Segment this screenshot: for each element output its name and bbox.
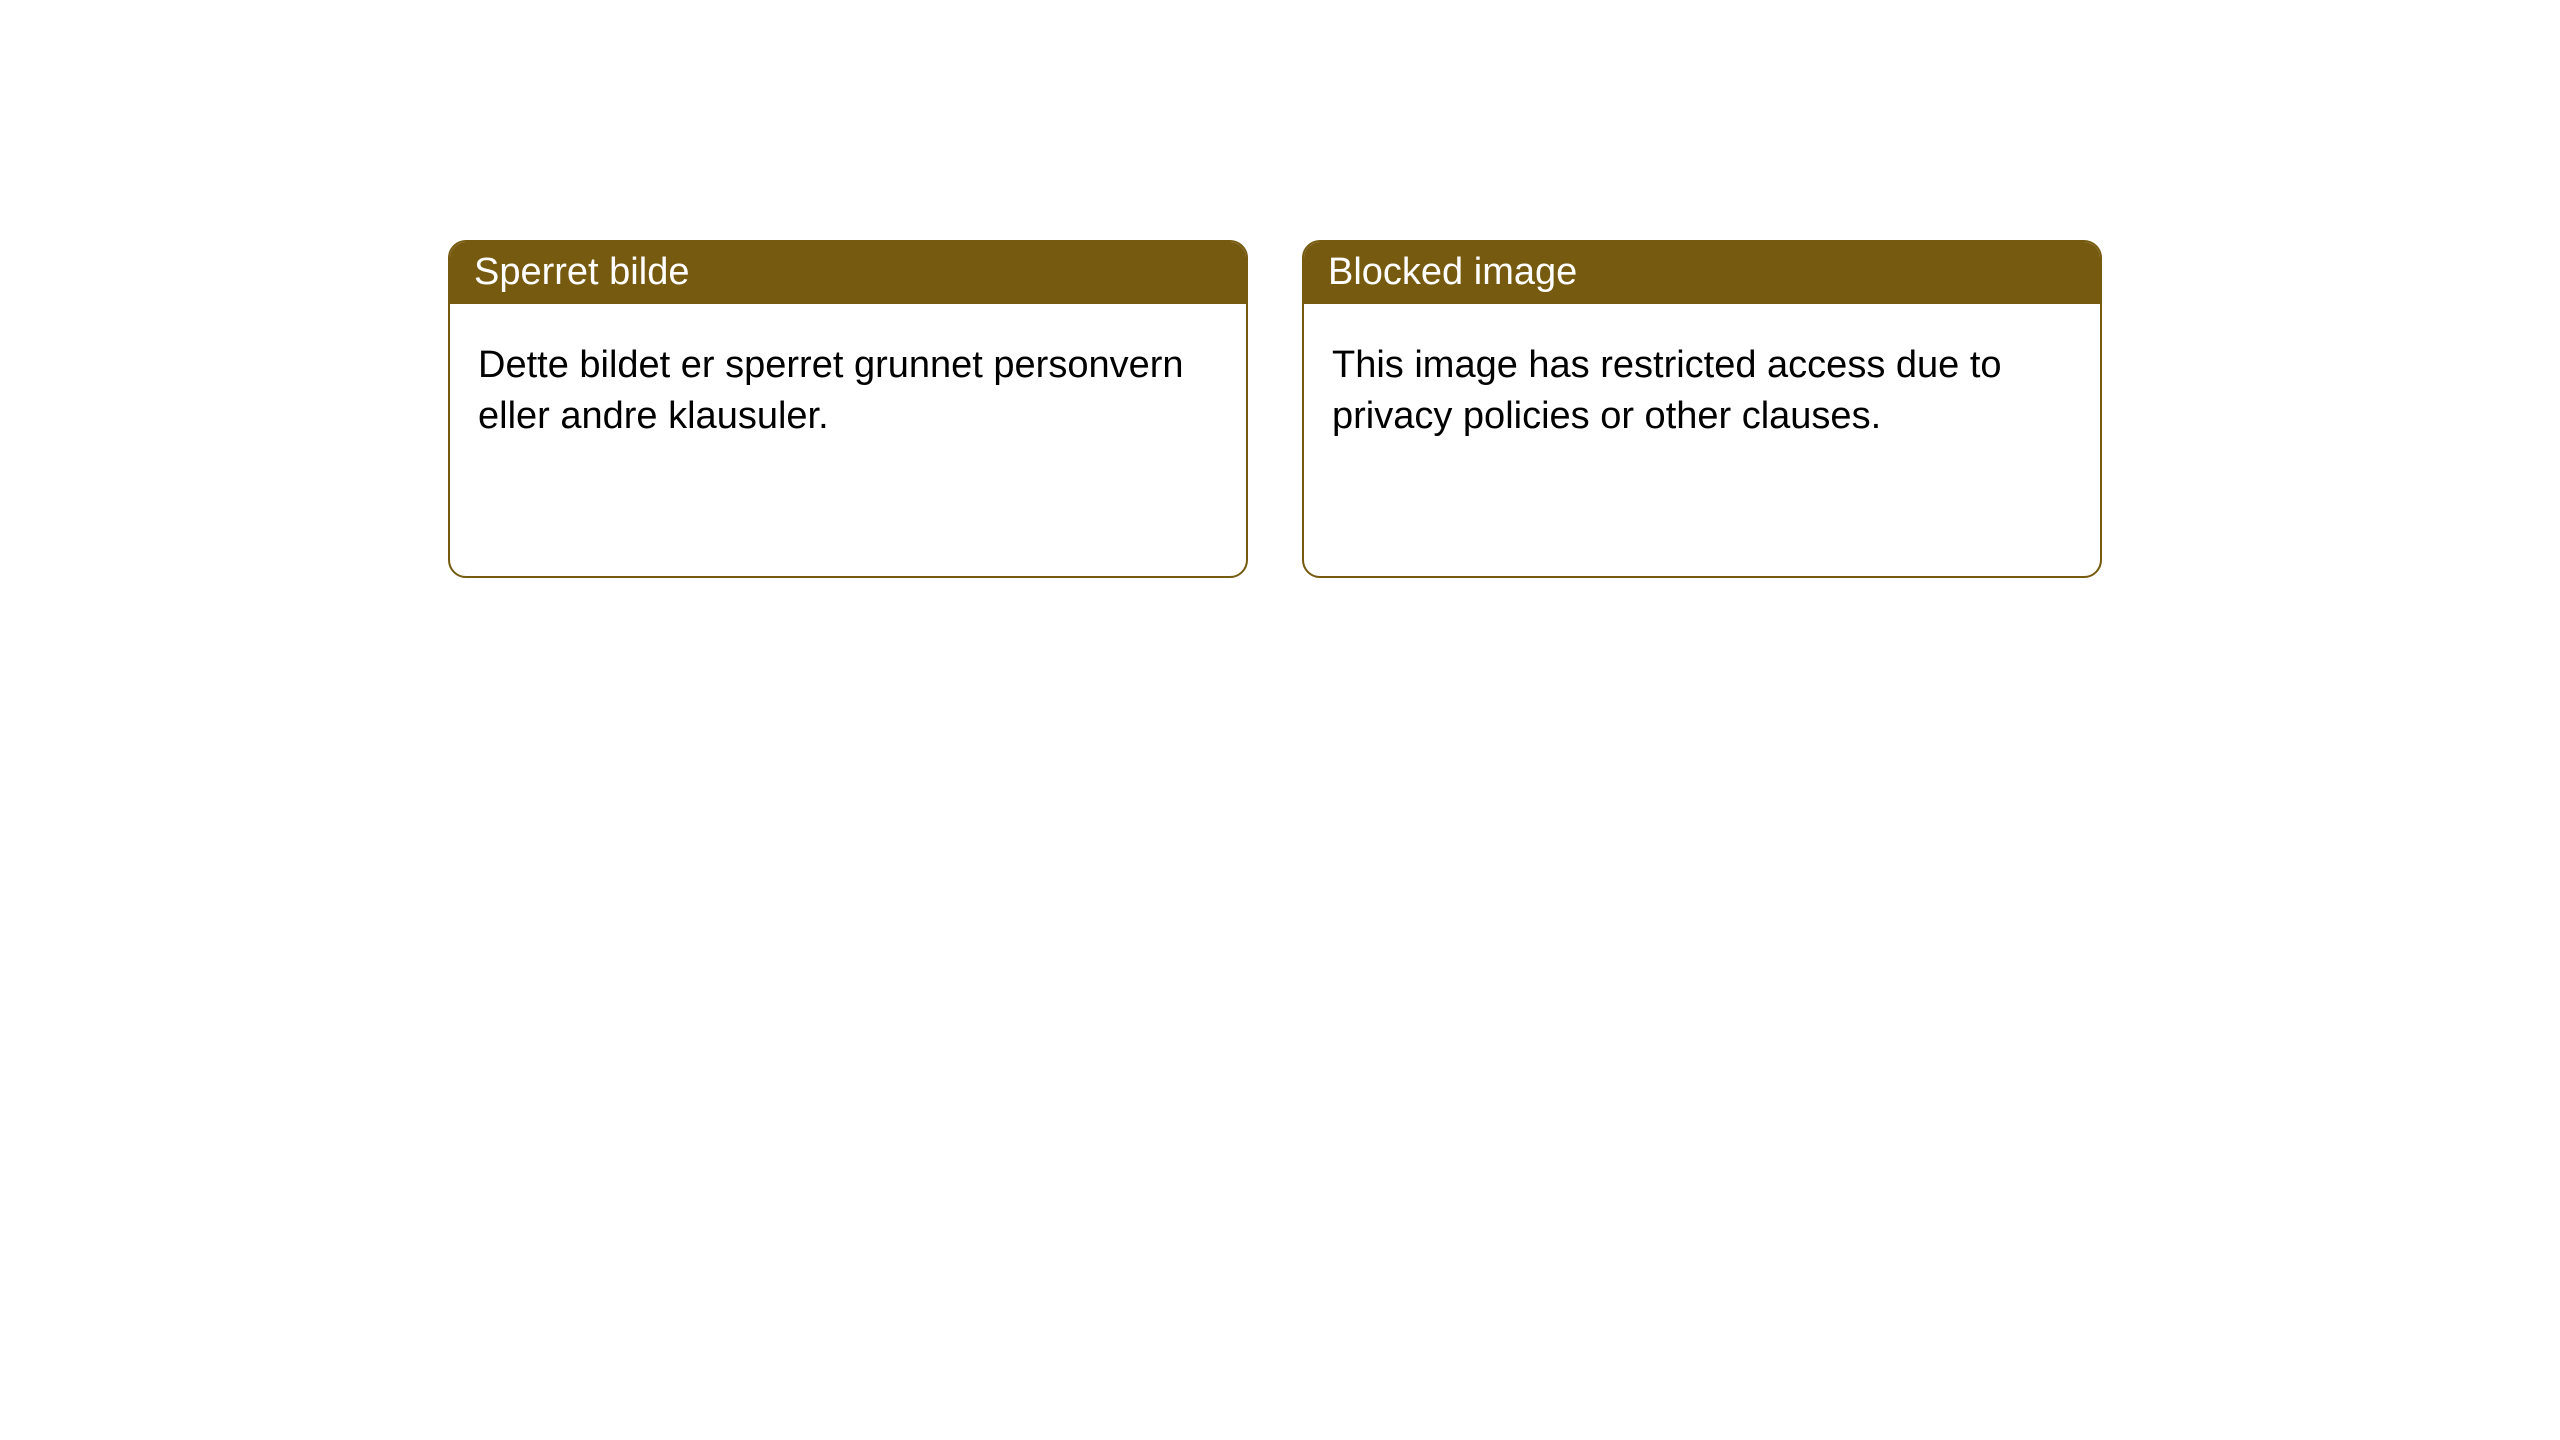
notice-card-en: Blocked image This image has restricted … bbox=[1302, 240, 2102, 578]
notice-cards-row: Sperret bilde Dette bildet er sperret gr… bbox=[0, 0, 2560, 578]
notice-card-no: Sperret bilde Dette bildet er sperret gr… bbox=[448, 240, 1248, 578]
notice-card-title: Blocked image bbox=[1304, 242, 2100, 304]
notice-card-body: This image has restricted access due to … bbox=[1304, 304, 2100, 576]
notice-card-title: Sperret bilde bbox=[450, 242, 1246, 304]
notice-card-body: Dette bildet er sperret grunnet personve… bbox=[450, 304, 1246, 576]
